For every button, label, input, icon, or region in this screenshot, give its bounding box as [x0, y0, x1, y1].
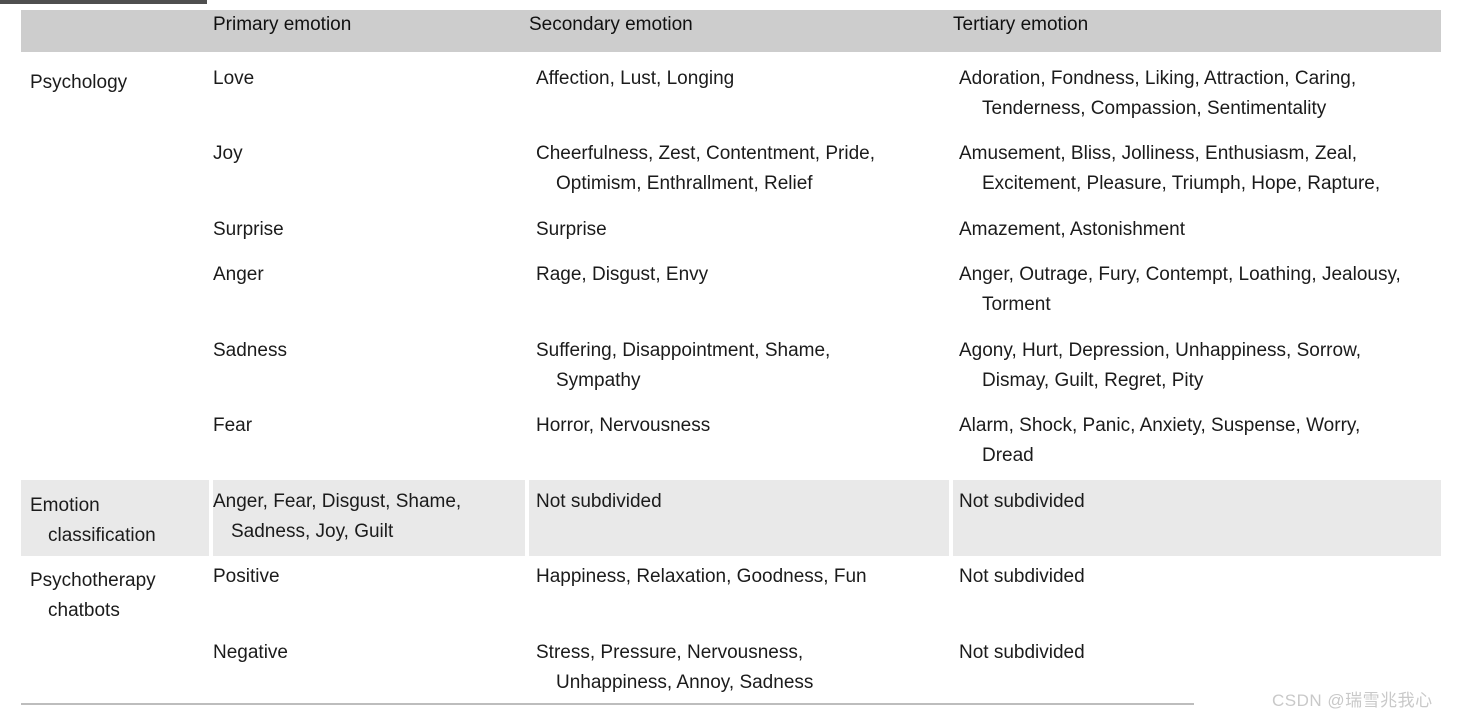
cell-text-group [48, 215, 209, 219]
table-row: Fear Horror, Nervousness Alarm, Shock, Pan… [21, 399, 1441, 480]
cell-text-tertiary: Anger, Outrage, Fury, Contempt, Loathing… [959, 264, 1401, 315]
emotion-table: Primary emotion Secondary emotion Tertia… [21, 10, 1441, 703]
cell-text-group [48, 260, 209, 264]
cell-text-secondary: Suffering, Disappointment, Shame, Sympat… [536, 340, 831, 391]
cell-secondary: Not subdivided [525, 480, 949, 556]
table-row: Anger Rage, Disgust, Envy Anger, Outrage, … [21, 248, 1441, 324]
cell-secondary: Affection, Lust, Longing [525, 52, 949, 127]
cell-text-secondary: Happiness, Relaxation, Goodness, Fun [536, 566, 867, 587]
cell-text-group: Psychology [30, 72, 128, 93]
cell-group [21, 203, 209, 248]
cell-text-primary: Anger [213, 264, 264, 285]
cell-text-primary: Surprise [213, 219, 284, 240]
table-bottom-border [21, 703, 1194, 705]
cell-text-secondary: Affection, Lust, Longing [536, 68, 735, 89]
cell-group [21, 248, 209, 324]
header-cell-secondary: Secondary emotion [525, 10, 949, 52]
cell-text-primary: Love [213, 68, 255, 89]
cell-text-tertiary: Agony, Hurt, Depression, Unhappiness, So… [959, 340, 1362, 391]
cell-tertiary: Agony, Hurt, Depression, Unhappiness, So… [949, 324, 1441, 399]
cell-text-tertiary: Not subdivided [959, 566, 1085, 587]
table-row: Sadness Suffering, Disappointment, Shame,… [21, 324, 1441, 399]
cell-text-tertiary: Amusement, Bliss, Jolliness, Enthusiasm,… [959, 143, 1381, 194]
cell-text-secondary: Rage, Disgust, Envy [536, 264, 709, 285]
watermark: CSDN @瑞雪兆我心 [1272, 691, 1433, 710]
cell-secondary: Horror, Nervousness [525, 399, 949, 480]
cell-text-group [48, 336, 209, 340]
cell-tertiary: Amazement, Astonishment [949, 203, 1441, 248]
cell-text-tertiary: Not subdivided [959, 491, 1085, 512]
table-row: Psychotherapy chatbots Positive Happiness,… [21, 556, 1441, 632]
cell-tertiary: Alarm, Shock, Panic, Anxiety, Suspense, … [949, 399, 1441, 480]
cell-tertiary: Amusement, Bliss, Jolliness, Enthusiasm,… [949, 127, 1441, 203]
cell-group [21, 127, 209, 203]
cell-primary: Surprise [209, 203, 525, 248]
cell-primary: Love [209, 52, 525, 127]
cell-primary: Anger, Fear, Disgust, Shame, Sadness, Jo… [209, 480, 525, 556]
cell-text-secondary: Not subdivided [536, 491, 662, 512]
cell-tertiary: Anger, Outrage, Fury, Contempt, Loathing… [949, 248, 1441, 324]
cell-text-secondary: Surprise [536, 219, 607, 240]
cell-text-primary: Anger, Fear, Disgust, Shame, Sadness, Jo… [213, 491, 462, 542]
cell-primary: Negative [209, 632, 525, 703]
cell-group: Emotion classification [21, 480, 209, 556]
cell-text-primary: Negative [213, 642, 288, 663]
cell-text-primary: Joy [213, 143, 243, 164]
cell-tertiary: Not subdivided [949, 632, 1441, 703]
table-row: Negative Stress, Pressure, Nervousness, U… [21, 632, 1441, 703]
header-cell-group [21, 10, 209, 52]
cell-text-secondary: Cheerfulness, Zest, Contentment, Pride, … [536, 143, 875, 194]
cell-secondary: Cheerfulness, Zest, Contentment, Pride, … [525, 127, 949, 203]
cell-primary: Positive [209, 556, 525, 632]
cell-secondary: Surprise [525, 203, 949, 248]
cell-group [21, 632, 209, 703]
cell-text-secondary: Horror, Nervousness [536, 415, 711, 436]
cell-text-primary: Sadness [213, 340, 287, 361]
cell-text-tertiary: Adoration, Fondness, Liking, Attraction,… [959, 68, 1357, 119]
cell-text-primary: Fear [213, 415, 253, 436]
cell-secondary: Stress, Pressure, Nervousness, Unhappine… [525, 632, 949, 703]
cell-text-tertiary: Alarm, Shock, Panic, Anxiety, Suspense, … [959, 415, 1361, 466]
cell-tertiary: Not subdivided [949, 480, 1441, 556]
cell-group [21, 399, 209, 480]
cell-primary: Fear [209, 399, 525, 480]
cell-text-group: Emotion classification [30, 495, 156, 546]
cell-text-tertiary: Not subdivided [959, 642, 1085, 663]
cell-secondary: Rage, Disgust, Envy [525, 248, 949, 324]
header-row: Primary emotion Secondary emotion Tertia… [21, 10, 1441, 52]
cell-primary: Joy [209, 127, 525, 203]
cell-primary: Anger [209, 248, 525, 324]
cell-text-group [48, 139, 209, 143]
cell-text-group [48, 411, 209, 415]
cell-tertiary: Not subdivided [949, 556, 1441, 632]
cell-secondary: Suffering, Disappointment, Shame, Sympat… [525, 324, 949, 399]
table-row: Emotion classification Anger, Fear, Disgu… [21, 480, 1441, 556]
cell-text-group: Psychotherapy chatbots [30, 570, 156, 621]
table-row: Joy Cheerfulness, Zest, Contentment, Prid… [21, 127, 1441, 203]
cell-text-group [48, 638, 209, 642]
table-row: Psychology Love Affection, Lust, Longing Ad… [21, 52, 1441, 127]
cell-text-tertiary: Amazement, Astonishment [959, 219, 1185, 240]
cell-tertiary: Adoration, Fondness, Liking, Attraction,… [949, 52, 1441, 127]
cell-group: Psychotherapy chatbots [21, 556, 209, 632]
header-cell-tertiary: Tertiary emotion [949, 10, 1441, 52]
cell-group: Psychology [21, 52, 209, 127]
cell-group [21, 324, 209, 399]
cell-primary: Sadness [209, 324, 525, 399]
top-edge-artifact [0, 0, 207, 4]
table-row: Surprise Surprise Amazement, Astonishment [21, 203, 1441, 248]
cell-secondary: Happiness, Relaxation, Goodness, Fun [525, 556, 949, 632]
cell-text-primary: Positive [213, 566, 280, 587]
header-cell-primary: Primary emotion [209, 10, 525, 52]
cell-text-secondary: Stress, Pressure, Nervousness, Unhappine… [536, 642, 814, 693]
